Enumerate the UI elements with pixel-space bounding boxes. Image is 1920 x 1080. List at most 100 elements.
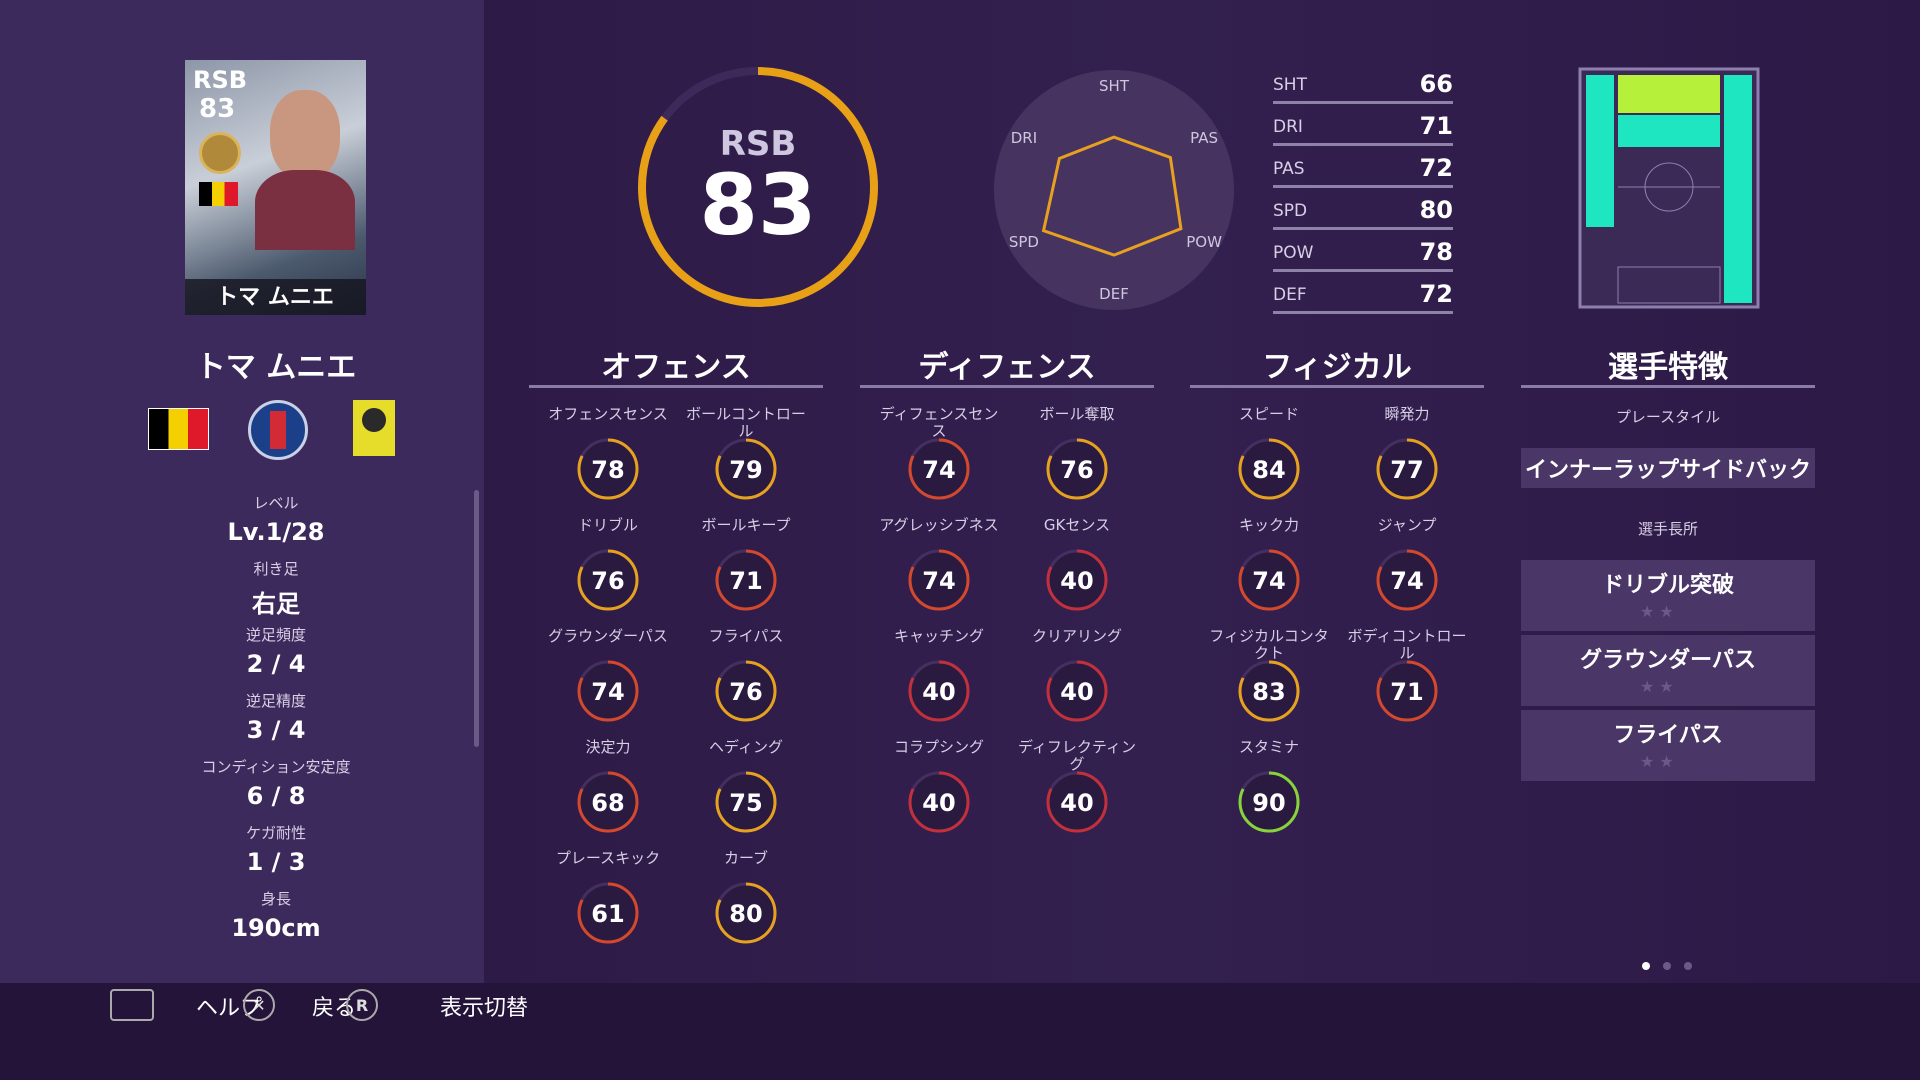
ability-label: SPD — [1273, 201, 1308, 221]
stat-gauge: 75 — [715, 771, 777, 833]
gauge-ring — [715, 549, 777, 611]
gauge-ring — [1238, 549, 1300, 611]
skill-name: グラウンダーパス — [1580, 648, 1756, 673]
ability-label: DRI — [1273, 117, 1303, 137]
stat-gauge: 79 — [715, 438, 777, 500]
stat-gauge: 76 — [1046, 438, 1108, 500]
stat-gauge: 40 — [908, 660, 970, 722]
stat-label: 決定力 — [585, 738, 631, 756]
stat-value: 71 — [1390, 678, 1423, 706]
card-name: トマ ムニエ — [216, 285, 334, 310]
ability-label: PAS — [1273, 159, 1305, 179]
ability-value: 80 — [1419, 196, 1453, 224]
skill-box — [1521, 635, 1815, 706]
stat-value: 74 — [591, 678, 624, 706]
stat-gauge: 74 — [1376, 549, 1438, 611]
radar-label: DEF — [1099, 285, 1129, 303]
stat-value: 90 — [1252, 789, 1285, 817]
section-title: ディフェンス — [918, 350, 1096, 385]
gauge-ring — [577, 549, 639, 611]
stat-gauge: 68 — [577, 771, 639, 833]
info-label: コンディション安定度 — [201, 758, 351, 776]
gauge-ring — [908, 438, 970, 500]
gauge-ring — [1046, 660, 1108, 722]
stat-value: 40 — [1060, 789, 1093, 817]
radar-label: SPD — [1009, 233, 1039, 251]
ability-line — [1273, 143, 1453, 146]
stat-label: フライパス — [708, 627, 784, 645]
league-logo — [353, 400, 395, 456]
skill-box — [1521, 710, 1815, 781]
stat-label: ヘディング — [709, 738, 783, 756]
stat-gauge: 90 — [1238, 771, 1300, 833]
overall-rating: 83 — [700, 156, 817, 254]
card-rating: 83 — [199, 94, 236, 124]
info-value: Lv.1/28 — [227, 518, 325, 546]
stat-gauge: 76 — [577, 549, 639, 611]
gauge-ring — [715, 771, 777, 833]
stat-label: キャッチング — [893, 627, 984, 645]
hint-button[interactable]: R — [346, 989, 378, 1021]
gauge-ring — [1238, 660, 1300, 722]
gauge-ring — [1376, 438, 1438, 500]
stat-gauge: 74 — [1238, 549, 1300, 611]
overall-gauge: RSB 83 — [638, 67, 878, 307]
skills-label: 選手長所 — [1637, 520, 1699, 538]
info-value: 6 / 8 — [246, 782, 306, 810]
skill-stars: ★ ★ — [1640, 752, 1674, 771]
stat-gauge: 40 — [1046, 549, 1108, 611]
club-badge — [248, 400, 308, 460]
stat-value: 84 — [1252, 456, 1285, 484]
stat-label: ボールコントロール — [686, 405, 806, 440]
ability-line — [1273, 227, 1453, 230]
stat-label: スピード — [1238, 405, 1299, 423]
stat-value: 76 — [591, 567, 624, 595]
info-value: 1 / 3 — [246, 848, 306, 876]
stat-gauge: 76 — [715, 660, 777, 722]
info-label: 身長 — [260, 890, 292, 908]
stat-label: フィジカルコンタクト — [1209, 627, 1329, 662]
gauge-ring — [908, 660, 970, 722]
gauge-ring — [715, 882, 777, 944]
stat-value: 40 — [1060, 567, 1093, 595]
stat-value: 80 — [729, 900, 762, 928]
stat-value: 79 — [729, 456, 762, 484]
stat-label: ディフレクティング — [1017, 738, 1137, 773]
stat-gauge: 83 — [1238, 660, 1300, 722]
ability-radar: SHT DRI PAS SPD POW DEF — [994, 70, 1234, 310]
scrollbar[interactable] — [474, 490, 479, 747]
radar-label: POW — [1186, 233, 1222, 251]
info-label: レベル — [253, 494, 299, 512]
skill-name: フライパス — [1613, 723, 1723, 748]
radar-label: PAS — [1190, 129, 1218, 147]
ability-label: DEF — [1273, 285, 1307, 305]
info-label: 逆足精度 — [245, 692, 307, 710]
ability-line — [1273, 101, 1453, 104]
section-title: 選手特徴 — [1608, 350, 1728, 385]
stat-label: ボール奪取 — [1039, 405, 1115, 423]
playstyle-label: プレースタイル — [1615, 408, 1721, 426]
ability-line — [1273, 185, 1453, 188]
ability-value: 78 — [1419, 238, 1453, 266]
hint-button[interactable]: ✕ — [243, 989, 275, 1021]
stat-label: アグレッシブネス — [879, 516, 999, 534]
stat-value: 74 — [1390, 567, 1423, 595]
stat-value: 83 — [1252, 678, 1285, 706]
stat-gauge: 71 — [715, 549, 777, 611]
stat-gauge: 77 — [1376, 438, 1438, 500]
stat-label: コラプシング — [893, 738, 984, 756]
hint-button[interactable] — [110, 989, 154, 1021]
gauge-ring — [908, 771, 970, 833]
gauge-ring — [577, 771, 639, 833]
info-label: 逆足頻度 — [245, 626, 307, 644]
gauge-ring — [577, 438, 639, 500]
skill-stars: ★ ★ — [1640, 677, 1674, 696]
stat-label: プレースキック — [555, 849, 661, 867]
stat-value: 61 — [591, 900, 624, 928]
info-label: 利き足 — [253, 560, 299, 578]
player-name: トマ ムニエ — [195, 350, 357, 385]
stat-gauge: 40 — [1046, 660, 1108, 722]
info-value: 右足 — [252, 590, 300, 618]
overall-position: RSB — [720, 124, 797, 164]
